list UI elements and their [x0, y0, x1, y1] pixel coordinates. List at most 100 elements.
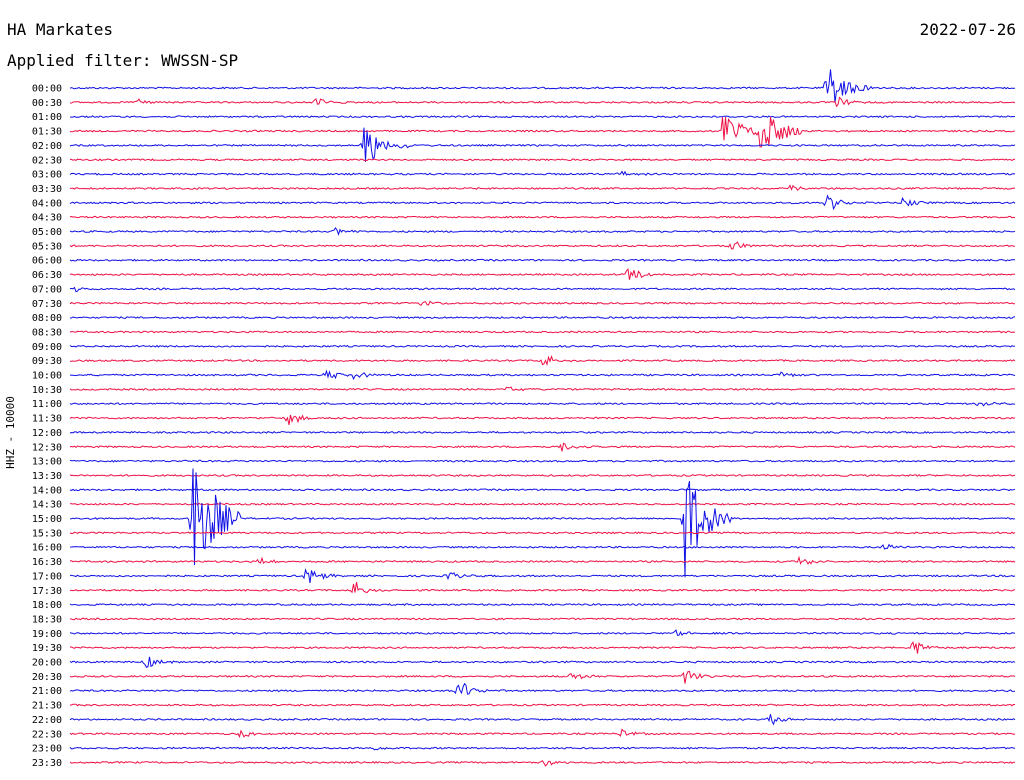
- trace-blue: [69, 629, 1016, 636]
- row-time-label: 20:30: [32, 672, 62, 683]
- trace-red: [69, 502, 1016, 506]
- row-time-label: 03:30: [32, 184, 62, 195]
- trace-blue: [69, 682, 1016, 695]
- row-time-label: 21:30: [32, 701, 62, 712]
- trace-red: [69, 96, 1016, 108]
- row-time-label: 04:00: [32, 198, 62, 209]
- trace-blue: [69, 170, 1016, 176]
- row-time-label: 10:30: [32, 385, 62, 396]
- row-time-label: 17:00: [32, 571, 62, 582]
- row-time-label: 02:30: [32, 155, 62, 166]
- trace-red: [69, 442, 1016, 452]
- trace-blue: [69, 258, 1015, 262]
- trace-blue: [69, 430, 1016, 434]
- trace-red: [69, 184, 1016, 191]
- trace-red: [69, 386, 1016, 392]
- trace-blue: [69, 488, 1016, 492]
- date-label: 2022-07-26: [919, 20, 1016, 39]
- row-time-label: 19:00: [32, 629, 62, 640]
- row-time-label: 12:30: [32, 442, 62, 453]
- row-time-label: 04:30: [32, 213, 62, 224]
- trace-red: [69, 268, 1015, 280]
- trace-red: [69, 641, 1016, 654]
- row-time-label: 22:30: [32, 729, 62, 740]
- trace-red: [70, 582, 1016, 594]
- trace-red: [69, 414, 1016, 426]
- trace-red: [69, 330, 1016, 334]
- trace-red: [69, 670, 1016, 684]
- trace-red: [69, 354, 1016, 367]
- trace-red: [69, 215, 1016, 219]
- row-time-label: 16:30: [32, 557, 62, 568]
- row-time-label: 18:00: [32, 600, 62, 611]
- trace-blue: [69, 127, 1016, 162]
- row-time-label: 02:00: [32, 141, 62, 152]
- station-title: HA Markates: [7, 20, 113, 39]
- trace-red: [69, 474, 1016, 477]
- row-time-label: 14:30: [32, 500, 62, 511]
- trace-blue: [69, 316, 1016, 320]
- trace-blue: [69, 459, 1016, 463]
- trace-red: [69, 158, 1016, 162]
- row-time-label: 18:30: [32, 614, 62, 625]
- trace-blue: [69, 543, 1016, 550]
- row-time-label: 11:30: [32, 414, 62, 425]
- row-time-label: 08:30: [32, 327, 62, 338]
- trace-red: [69, 116, 1016, 148]
- trace-red: [69, 617, 1016, 621]
- row-time-label: 00:30: [32, 98, 62, 109]
- trace-blue: [69, 69, 1016, 103]
- trace-blue: [69, 401, 1016, 407]
- row-time-label: 22:00: [32, 715, 62, 726]
- row-time-label: 07:30: [32, 299, 62, 310]
- row-time-label: 01:30: [32, 127, 62, 138]
- row-time-label: 06:00: [32, 256, 62, 267]
- row-time-label: 23:00: [32, 744, 62, 755]
- row-time-label: 05:30: [32, 241, 62, 252]
- trace-blue: [69, 656, 1016, 668]
- row-time-label: 17:30: [32, 586, 62, 597]
- row-time-label: 13:00: [32, 457, 62, 468]
- row-time-label: 12:00: [32, 428, 62, 439]
- row-time-label: 15:30: [32, 528, 62, 539]
- row-time-label: 21:00: [32, 686, 62, 697]
- row-time-label: 05:00: [32, 227, 62, 238]
- trace-blue: [69, 746, 1016, 751]
- row-time-label: 13:30: [32, 471, 62, 482]
- row-time-label: 15:00: [32, 514, 62, 525]
- row-time-label: 06:30: [32, 270, 62, 281]
- trace-red: [69, 703, 1016, 707]
- filter-label: Applied filter: WWSSN-SP: [7, 51, 239, 70]
- trace-blue: [69, 603, 1016, 607]
- row-time-label: 16:00: [32, 543, 62, 554]
- row-time-label: 19:30: [32, 643, 62, 654]
- row-time-label: 09:00: [32, 342, 62, 353]
- trace-red: [69, 241, 1016, 250]
- trace-red: [69, 531, 1016, 535]
- row-time-label: 01:00: [32, 112, 62, 123]
- trace-blue: [69, 344, 1016, 348]
- row-time-label: 00:00: [32, 84, 62, 95]
- trace-blue: [69, 714, 1016, 726]
- trace-red: [69, 760, 1016, 767]
- row-time-label: 09:30: [32, 356, 62, 367]
- trace-blue: [69, 226, 1016, 236]
- row-time-label: 11:00: [32, 399, 62, 410]
- row-time-label: 10:00: [32, 371, 62, 382]
- trace-blue: [70, 115, 1016, 119]
- trace-blue: [69, 286, 1016, 293]
- trace-blue: [69, 369, 1016, 381]
- row-time-label: 03:00: [32, 170, 62, 181]
- trace-red: [69, 728, 1016, 739]
- trace-red: [69, 555, 1016, 565]
- trace-red: [69, 300, 1015, 306]
- row-time-label: 08:00: [32, 313, 62, 324]
- row-time-label: 20:00: [32, 658, 62, 669]
- row-time-label: 07:00: [32, 284, 62, 295]
- trace-blue: [69, 468, 1016, 578]
- trace-blue: [69, 194, 1016, 211]
- row-time-label: 14:00: [32, 485, 62, 496]
- row-time-label: 23:30: [32, 758, 62, 769]
- trace-blue: [69, 568, 1016, 584]
